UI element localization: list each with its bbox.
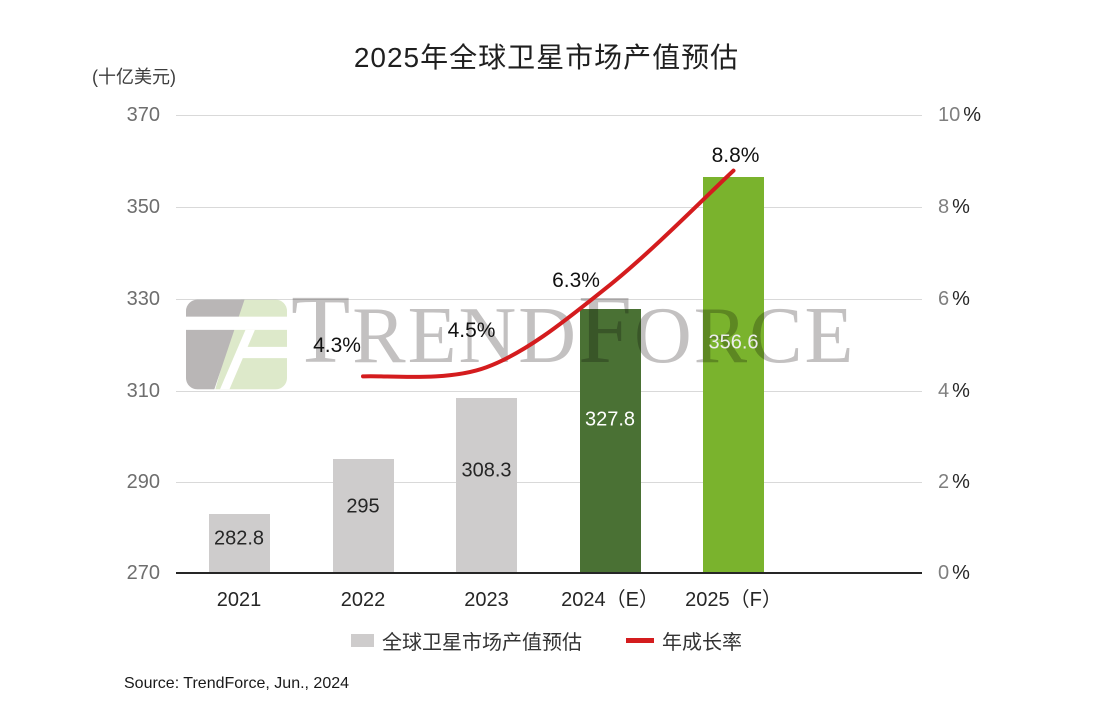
- gridline-310: [176, 391, 922, 392]
- legend-line-swatch-icon: [626, 638, 654, 643]
- x-axis-label-2022: 2022: [340, 589, 386, 611]
- bar-value-label: 295: [346, 495, 380, 518]
- left-axis-unit-label: (十亿美元): [92, 67, 176, 87]
- left-axis-tick: 310: [126, 380, 160, 402]
- right-axis-tick: 0%: [938, 562, 970, 584]
- x-axis-label-2023: 2023: [464, 589, 509, 611]
- legend: 全球卫星市场产值预估 年成长率: [0, 626, 1093, 655]
- legend-bar-swatch-icon: [351, 634, 374, 647]
- left-axis-tick: 290: [126, 471, 160, 493]
- right-axis-tick: 4%: [938, 380, 970, 402]
- right-axis-tick: 2%: [938, 471, 970, 493]
- x-axis-label-2025f: 2025（F）: [685, 589, 782, 611]
- legend-bar-label: 全球卫星市场产值预估: [382, 632, 582, 654]
- chart-title: 2025年全球卫星市场产值预估: [353, 42, 740, 73]
- gridline-350: [176, 207, 922, 208]
- bar-value-label: 282.8: [213, 527, 265, 550]
- growth-rate-label: 4.3%: [313, 334, 361, 358]
- left-axis-tick: 350: [126, 196, 160, 218]
- legend-line-label: 年成长率: [662, 632, 742, 654]
- gridline-290: [176, 482, 922, 483]
- bar-value-label: 356.6: [708, 331, 759, 354]
- bar-2022: [332, 458, 394, 573]
- bar-value-label: 327.8: [584, 408, 636, 431]
- growth-rate-label: 8.8%: [711, 143, 760, 167]
- source-note: Source: TrendForce, Jun., 2024: [124, 675, 350, 692]
- right-axis-tick: 10%: [938, 104, 982, 126]
- legend-item-bars: 全球卫星市场产值预估: [351, 626, 582, 655]
- left-axis-tick: 330: [126, 288, 160, 310]
- bar-2021: [208, 514, 270, 573]
- trendforce-logo-icon: [186, 299, 287, 389]
- left-axis-tick: 370: [126, 104, 160, 126]
- x-axis-label-2021: 2021: [216, 589, 262, 611]
- bar-value-label: 308.3: [461, 459, 512, 482]
- x-axis-label-2024e: 2024（E）: [561, 589, 659, 611]
- gridline-330: [176, 299, 922, 300]
- right-axis-tick: 8%: [938, 196, 970, 218]
- x-axis-line: [176, 572, 922, 574]
- left-axis-tick: 270: [126, 562, 160, 584]
- gridline-370: [176, 115, 922, 116]
- growth-rate-label: 6.3%: [552, 268, 600, 292]
- legend-item-line: 年成长率: [626, 626, 742, 655]
- bar-2025f: [703, 176, 764, 573]
- bar-2023: [456, 397, 517, 573]
- bar-2024e: [579, 308, 641, 573]
- right-axis-tick: 6%: [938, 288, 970, 310]
- growth-rate-label: 4.5%: [447, 319, 496, 343]
